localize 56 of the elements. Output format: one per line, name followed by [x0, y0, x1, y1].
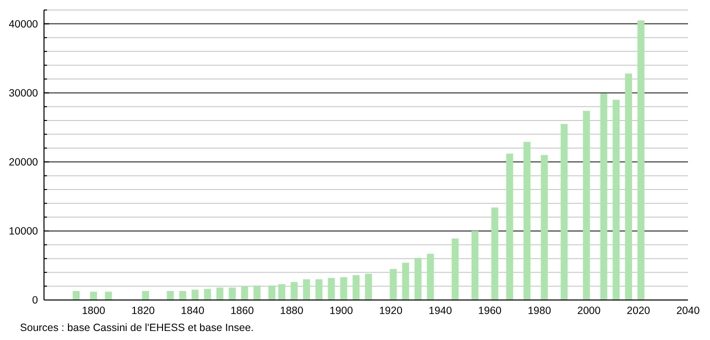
bar: [352, 275, 360, 300]
bar: [228, 288, 236, 300]
x-tick-label: 1800: [82, 305, 106, 317]
bar: [315, 279, 322, 300]
bar: [637, 20, 644, 300]
x-tick-label: 2040: [676, 305, 700, 317]
bar: [471, 230, 478, 300]
bar: [192, 290, 199, 300]
x-tick-label: 1980: [528, 305, 552, 317]
bar: [364, 274, 372, 300]
bar: [241, 286, 248, 300]
bar: [414, 258, 422, 300]
y-tick-label: 0: [32, 294, 38, 307]
bar: [179, 291, 186, 300]
bar: [254, 286, 261, 300]
bar: [402, 262, 410, 300]
x-tick-label: 2000: [577, 305, 601, 317]
bar: [72, 291, 80, 300]
bar: [582, 110, 590, 300]
x-tick-label: 2020: [626, 305, 650, 317]
bar: [491, 207, 498, 300]
x-tick-label: 1960: [478, 305, 502, 317]
bar: [524, 142, 530, 300]
x-tick-label: 1820: [131, 305, 155, 317]
x-tick-label: 1860: [230, 305, 254, 317]
y-tick-label: 10000: [8, 226, 38, 238]
bar: [303, 279, 310, 300]
bar: [390, 268, 397, 300]
x-tick-label: 1880: [280, 305, 304, 317]
bar: [612, 100, 620, 300]
bar: [142, 291, 150, 300]
bar: [560, 124, 568, 300]
bar: [452, 238, 459, 300]
bar: [104, 292, 112, 300]
x-tick-label: 1840: [180, 305, 204, 317]
bar: [278, 284, 286, 300]
y-tick-label: 40000: [8, 18, 38, 30]
bar: [426, 254, 434, 300]
bar: [540, 155, 548, 300]
bar: [506, 154, 514, 300]
bar: [340, 277, 348, 300]
source-note: Sources : base Cassini de l'EHESS et base Insee.: [20, 322, 254, 334]
bar: [216, 288, 224, 300]
y-tick-label: 30000: [8, 88, 38, 100]
y-tick-label: 20000: [8, 156, 38, 169]
bar: [290, 282, 298, 300]
x-tick-label: 1920: [379, 305, 403, 317]
bar: [166, 291, 174, 300]
bar: [600, 94, 608, 300]
bar: [90, 292, 98, 300]
bar: [204, 288, 211, 300]
bar: [328, 278, 335, 300]
bar: [268, 286, 276, 300]
bar: [625, 74, 632, 300]
x-tick-label: 1940: [428, 305, 452, 317]
x-tick-label: 1900: [330, 305, 354, 317]
